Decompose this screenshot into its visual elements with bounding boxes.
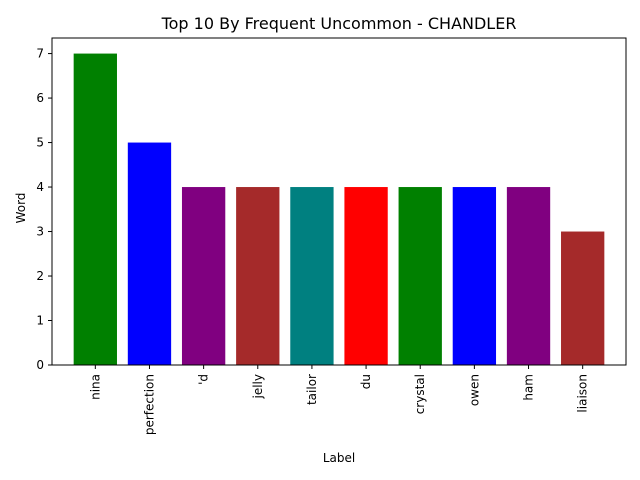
x-tick-label: owen <box>467 374 481 406</box>
bar-8 <box>506 187 551 365</box>
bar-9 <box>561 231 605 365</box>
x-tick-label: ham <box>522 374 536 401</box>
bars-group <box>73 53 605 365</box>
bar-7 <box>452 187 497 365</box>
x-tick-label: crystal <box>413 374 427 414</box>
x-axis: nina perfection 'd jelly tailor du crystal owen… <box>88 365 590 435</box>
y-tick-label: 1 <box>36 314 44 328</box>
y-axis-label: Word <box>14 193 28 224</box>
x-tick-label: perfection <box>142 374 156 435</box>
x-axis-label: Label <box>323 451 355 465</box>
bar-3 <box>236 187 280 365</box>
y-tick-label: 4 <box>36 180 44 194</box>
x-tick-label: nina <box>88 374 102 400</box>
y-tick-label: 0 <box>36 358 44 372</box>
bar-6 <box>398 187 442 365</box>
bar-5 <box>344 187 388 365</box>
bar-4 <box>290 187 334 365</box>
y-tick-label: 7 <box>36 47 44 61</box>
x-tick-label: du <box>359 374 373 389</box>
y-axis: 0 1 2 3 4 5 6 7 <box>36 47 52 372</box>
x-tick-label: liaison <box>576 374 590 413</box>
y-tick-label: 5 <box>36 136 44 150</box>
plot-frame <box>51 37 627 366</box>
x-tick-label: tailor <box>305 374 319 405</box>
x-tick-label: 'd <box>197 374 211 385</box>
x-tick-label: jelly <box>251 374 265 400</box>
y-tick-label: 2 <box>36 269 44 283</box>
y-tick-label: 3 <box>36 225 44 239</box>
bar-2 <box>181 187 226 365</box>
chart-title: Top 10 By Frequent Uncommon - CHANDLER <box>161 14 517 33</box>
y-tick-label: 6 <box>36 91 44 105</box>
bar-1 <box>127 142 172 365</box>
bar-0 <box>73 53 117 365</box>
